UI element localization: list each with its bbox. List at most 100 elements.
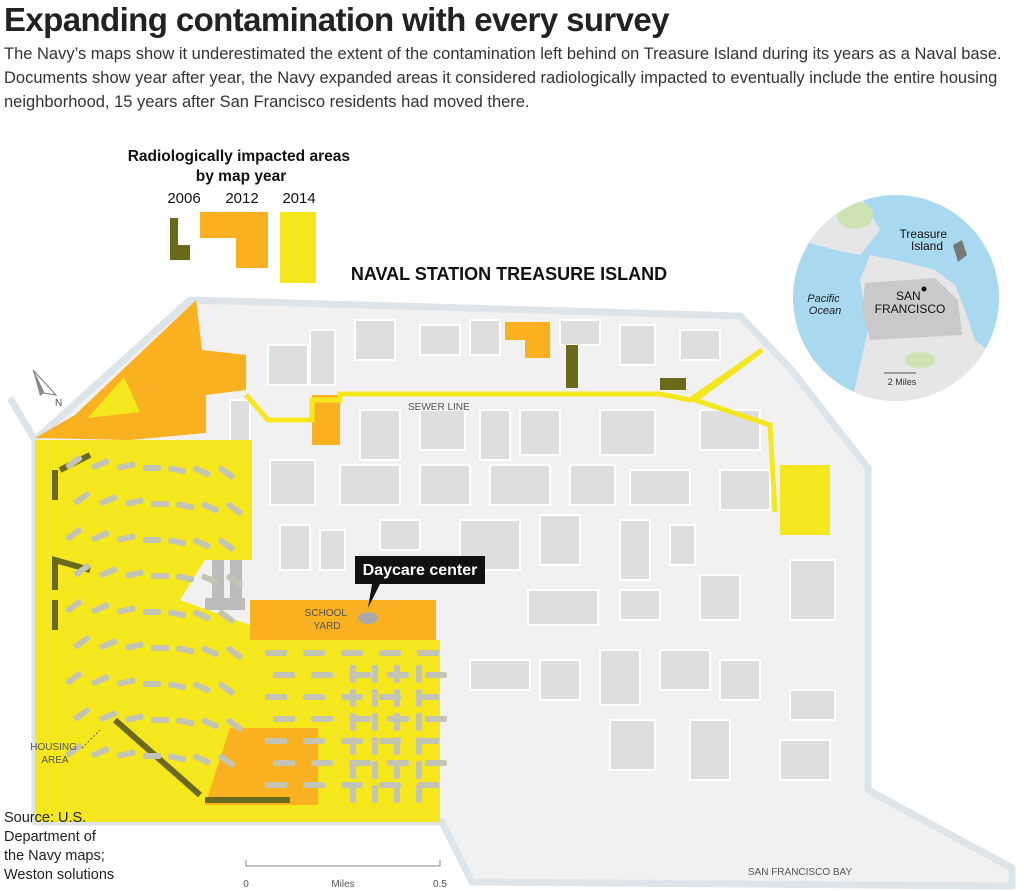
- label-line: Ocean: [809, 305, 841, 317]
- building: [379, 519, 421, 551]
- inset-island: [953, 240, 967, 262]
- house: [65, 599, 83, 614]
- housing-label: HOUSING AREA: [30, 742, 79, 766]
- house: [91, 674, 110, 686]
- building: [419, 324, 461, 356]
- building: [279, 524, 311, 571]
- scale-unit: Miles: [331, 879, 354, 890]
- label-line: FRANCISCO: [875, 302, 946, 316]
- house: [226, 573, 243, 588]
- house: [73, 635, 91, 650]
- building: [269, 459, 316, 506]
- building: [479, 409, 511, 461]
- house: [176, 717, 195, 727]
- building: [519, 409, 561, 456]
- house: [176, 573, 195, 583]
- house: [201, 573, 219, 586]
- area-2012: [35, 300, 246, 440]
- area-2012: [312, 395, 340, 445]
- label-line: SAN: [896, 289, 921, 303]
- building: [539, 514, 581, 566]
- house: [117, 533, 136, 543]
- house: [350, 665, 356, 683]
- house: [193, 753, 211, 766]
- house: [372, 689, 378, 707]
- house: [372, 785, 378, 803]
- house: [218, 609, 235, 624]
- building: [359, 409, 401, 461]
- house: [379, 650, 401, 656]
- house: [73, 491, 91, 506]
- house: [117, 749, 136, 759]
- building: [789, 559, 836, 621]
- house: [151, 573, 169, 579]
- house: [416, 737, 422, 755]
- label-line: YARD: [313, 621, 340, 632]
- house: [125, 497, 144, 507]
- school-yard-label: SCHOOL YARD: [305, 608, 350, 632]
- house: [143, 609, 161, 615]
- house: [417, 738, 439, 744]
- building: [539, 659, 581, 701]
- legend: 2006 2012 2014: [167, 190, 316, 283]
- house: [265, 650, 287, 656]
- sewer-label: SEWER LINE: [408, 402, 470, 413]
- house: [143, 537, 161, 543]
- house: [226, 645, 243, 660]
- building: [469, 319, 501, 356]
- house: [168, 681, 187, 691]
- legend-label: 2012: [225, 190, 258, 207]
- house: [193, 681, 211, 694]
- legend-title: Radiologically impacted areas by map yea…: [128, 148, 355, 185]
- daycare-box: [355, 556, 485, 584]
- house: [91, 458, 110, 470]
- scale-end: 0.5: [433, 879, 447, 890]
- label-line: AREA: [41, 755, 69, 766]
- house: [65, 671, 83, 686]
- legend-label: 2006: [167, 190, 200, 207]
- source-line: Weston solutions: [4, 867, 114, 883]
- house: [201, 645, 219, 658]
- daycare-pointer: [368, 584, 380, 608]
- house: [394, 785, 400, 803]
- house: [73, 707, 91, 722]
- building: [419, 464, 471, 506]
- daycare-building: [358, 612, 378, 624]
- house: [273, 672, 295, 678]
- house: [350, 761, 356, 779]
- inset-city-label: SAN FRANCISCO: [875, 289, 946, 316]
- house: [425, 672, 447, 678]
- source-line: Source: U.S.: [4, 810, 86, 826]
- area-2012: [250, 600, 436, 640]
- building: [609, 719, 656, 771]
- legend-swatch: [200, 212, 268, 268]
- house: [125, 569, 144, 579]
- house: [265, 694, 287, 700]
- house: [201, 501, 219, 514]
- inset-park: [905, 352, 935, 368]
- house: [151, 645, 169, 651]
- house: [303, 738, 325, 744]
- house: [372, 665, 378, 683]
- source: Source: U.S. Department of the Navy maps…: [4, 810, 114, 883]
- building: [229, 399, 251, 446]
- house: [303, 694, 325, 700]
- house: [143, 465, 161, 471]
- house: [311, 716, 333, 722]
- house: [394, 761, 400, 779]
- house: [99, 638, 118, 650]
- house: [91, 746, 110, 758]
- source-line: the Navy maps;: [4, 848, 105, 864]
- area-2014: [35, 440, 440, 822]
- house: [273, 716, 295, 722]
- area-2014: [88, 377, 140, 418]
- house: [65, 527, 83, 542]
- house: [341, 650, 363, 656]
- house: [372, 713, 378, 731]
- building: [212, 560, 224, 610]
- title: Expanding contamination with every surve…: [4, 1, 670, 38]
- house: [394, 665, 400, 683]
- house: [91, 602, 110, 614]
- house: [265, 738, 287, 744]
- house: [218, 753, 235, 768]
